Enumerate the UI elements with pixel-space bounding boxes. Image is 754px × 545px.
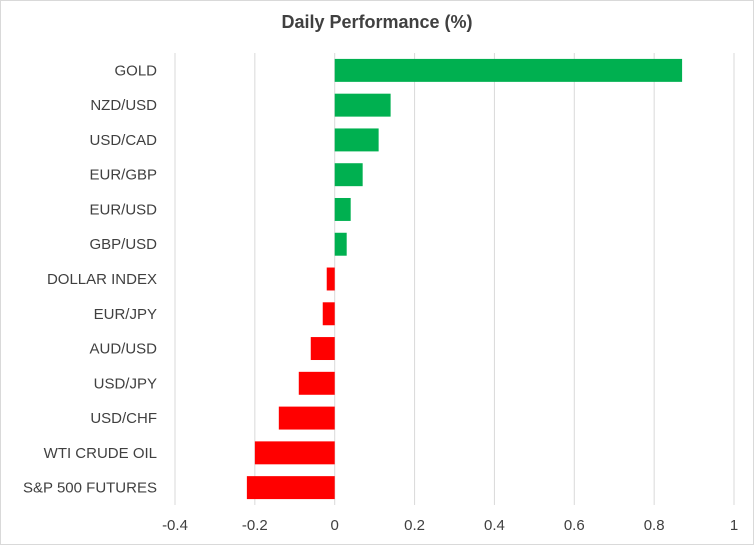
x-tick-label: 0.2 — [404, 517, 425, 534]
category-label: S&P 500 FUTURES — [23, 480, 157, 497]
bar — [310, 337, 335, 361]
category-label: AUD/USD — [89, 341, 157, 358]
category-label: NZD/USD — [90, 97, 157, 114]
bar — [334, 58, 683, 82]
x-tick-label: 0.8 — [644, 517, 665, 534]
x-tick-label: 0.6 — [564, 517, 585, 534]
x-tick-label: 0 — [331, 517, 339, 534]
category-label: EUR/USD — [89, 201, 157, 218]
x-tick-label: -0.2 — [242, 517, 268, 534]
category-label: GOLD — [114, 62, 157, 79]
bar — [246, 476, 335, 500]
bar — [334, 197, 351, 221]
category-label: DOLLAR INDEX — [47, 271, 157, 288]
bar — [334, 163, 363, 187]
category-label: USD/CHF — [90, 410, 157, 427]
bar — [334, 128, 379, 152]
category-label: EUR/JPY — [94, 306, 157, 323]
chart-title: Daily Performance (%) — [281, 12, 473, 32]
category-label: EUR/GBP — [89, 167, 157, 184]
bar — [322, 302, 335, 326]
x-tick-label: 0.4 — [484, 517, 505, 534]
bar — [334, 93, 391, 117]
category-label: GBP/USD — [89, 236, 157, 253]
category-label: USD/JPY — [94, 375, 157, 392]
category-label: WTI CRUDE OIL — [44, 445, 157, 462]
bar — [298, 371, 335, 395]
category-label: USD/CAD — [89, 132, 157, 149]
x-tick-label: -0.4 — [162, 517, 188, 534]
bar — [326, 267, 335, 291]
bar — [254, 441, 335, 465]
bar — [334, 232, 347, 256]
bar — [278, 406, 335, 430]
x-tick-label: 1 — [730, 517, 738, 534]
